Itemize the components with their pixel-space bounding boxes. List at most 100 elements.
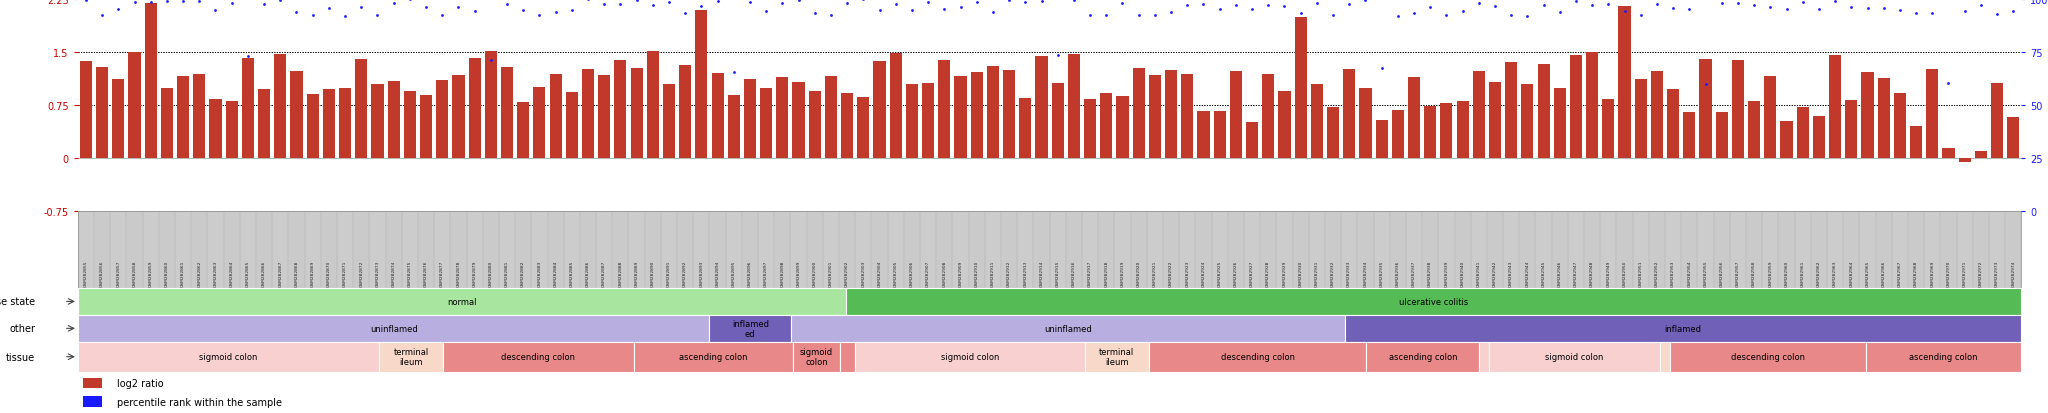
Point bbox=[928, 7, 961, 14]
Point bbox=[1268, 4, 1300, 10]
Point bbox=[492, 1, 524, 8]
Point bbox=[1284, 11, 1317, 18]
Text: ulcerative colitis: ulcerative colitis bbox=[1399, 297, 1468, 306]
Text: GSM282918: GSM282918 bbox=[1104, 261, 1108, 287]
Bar bbox=[1036, 57, 1049, 159]
Point bbox=[1851, 6, 1884, 12]
Text: GSM282890: GSM282890 bbox=[651, 261, 655, 287]
Point bbox=[231, 54, 264, 60]
Bar bbox=[1616, 212, 1632, 288]
Bar bbox=[1346, 315, 2021, 342]
Bar bbox=[856, 342, 1085, 372]
Text: GSM282923: GSM282923 bbox=[1186, 261, 1190, 287]
Text: GSM282928: GSM282928 bbox=[1266, 261, 1270, 287]
Point bbox=[831, 0, 864, 7]
Point bbox=[1835, 5, 1868, 11]
Bar bbox=[1440, 104, 1452, 159]
Text: GSM282946: GSM282946 bbox=[1559, 261, 1563, 287]
Bar bbox=[1634, 80, 1647, 159]
Bar bbox=[1843, 212, 1860, 288]
Point bbox=[459, 8, 492, 15]
Text: GSM282863: GSM282863 bbox=[213, 261, 217, 287]
Text: terminal
ileum: terminal ileum bbox=[1100, 347, 1135, 366]
Text: GSM282866: GSM282866 bbox=[262, 261, 266, 287]
Text: GSM282929: GSM282929 bbox=[1282, 261, 1286, 287]
Bar bbox=[1423, 106, 1436, 159]
Text: GSM282938: GSM282938 bbox=[1427, 261, 1432, 287]
Text: GSM282956: GSM282956 bbox=[1720, 260, 1724, 287]
Point bbox=[1010, 0, 1042, 6]
Text: GSM282939: GSM282939 bbox=[1444, 261, 1448, 287]
Text: GSM282921: GSM282921 bbox=[1153, 261, 1157, 287]
Text: GSM282964: GSM282964 bbox=[1849, 261, 1853, 287]
Point bbox=[166, 0, 199, 5]
Bar bbox=[1669, 342, 1866, 372]
Point bbox=[297, 12, 330, 19]
Point bbox=[328, 13, 360, 20]
Bar bbox=[1554, 89, 1567, 159]
Bar bbox=[645, 212, 662, 288]
Bar bbox=[1245, 122, 1257, 159]
Text: GSM282941: GSM282941 bbox=[1477, 261, 1481, 287]
Bar bbox=[1454, 212, 1470, 288]
Text: GSM282940: GSM282940 bbox=[1460, 261, 1464, 287]
Point bbox=[1155, 9, 1188, 16]
Bar bbox=[1520, 212, 1536, 288]
Bar bbox=[631, 69, 643, 159]
Text: descending colon: descending colon bbox=[1221, 352, 1294, 361]
Bar bbox=[696, 11, 707, 159]
Text: GSM282926: GSM282926 bbox=[1233, 261, 1237, 287]
Text: tissue: tissue bbox=[6, 352, 35, 362]
Point bbox=[555, 7, 588, 14]
Bar bbox=[193, 75, 205, 159]
Bar bbox=[1083, 100, 1096, 159]
Bar bbox=[647, 52, 659, 159]
Bar bbox=[1845, 100, 1858, 159]
Bar bbox=[225, 102, 238, 159]
Bar bbox=[1583, 212, 1599, 288]
Point bbox=[621, 0, 653, 4]
Bar bbox=[420, 96, 432, 159]
Bar bbox=[872, 212, 887, 288]
Point bbox=[135, 0, 168, 6]
Point bbox=[1040, 53, 1073, 59]
Text: GSM282897: GSM282897 bbox=[764, 261, 768, 287]
Bar bbox=[547, 212, 563, 288]
Point bbox=[1802, 7, 1835, 14]
Text: GSM282960: GSM282960 bbox=[1784, 261, 1788, 287]
Bar bbox=[1456, 102, 1468, 159]
Point bbox=[1673, 7, 1706, 14]
Text: GSM282867: GSM282867 bbox=[279, 261, 283, 287]
Text: GSM282930: GSM282930 bbox=[1298, 261, 1303, 287]
Bar bbox=[741, 212, 758, 288]
Bar bbox=[598, 76, 610, 159]
Text: GSM282916: GSM282916 bbox=[1071, 261, 1075, 287]
Text: GSM282914: GSM282914 bbox=[1040, 261, 1044, 287]
Text: GSM282903: GSM282903 bbox=[862, 261, 866, 287]
Bar bbox=[1198, 112, 1210, 159]
Bar bbox=[1659, 342, 1669, 372]
Text: GSM282899: GSM282899 bbox=[797, 261, 801, 287]
Bar bbox=[190, 212, 207, 288]
Text: GSM282937: GSM282937 bbox=[1411, 261, 1415, 287]
Text: GSM282911: GSM282911 bbox=[991, 261, 995, 287]
Text: GSM282963: GSM282963 bbox=[1833, 261, 1837, 287]
Text: GSM282886: GSM282886 bbox=[586, 261, 590, 287]
Bar bbox=[793, 83, 805, 159]
Point bbox=[1884, 7, 1917, 14]
Text: GSM282869: GSM282869 bbox=[311, 261, 315, 287]
Text: GSM282954: GSM282954 bbox=[1688, 260, 1692, 287]
Text: GSM282924: GSM282924 bbox=[1202, 261, 1206, 287]
Point bbox=[1819, 0, 1851, 5]
Text: GSM282855: GSM282855 bbox=[84, 260, 88, 287]
Point bbox=[506, 7, 539, 14]
Text: GSM282915: GSM282915 bbox=[1055, 260, 1059, 287]
Text: GSM282878: GSM282878 bbox=[457, 261, 461, 287]
Text: ascending colon: ascending colon bbox=[1909, 352, 1978, 361]
Point bbox=[1462, 0, 1495, 7]
Text: GSM282953: GSM282953 bbox=[1671, 260, 1675, 287]
Bar bbox=[840, 212, 856, 288]
Bar bbox=[727, 96, 739, 159]
Point bbox=[150, 0, 182, 5]
Text: GSM282898: GSM282898 bbox=[780, 261, 784, 287]
